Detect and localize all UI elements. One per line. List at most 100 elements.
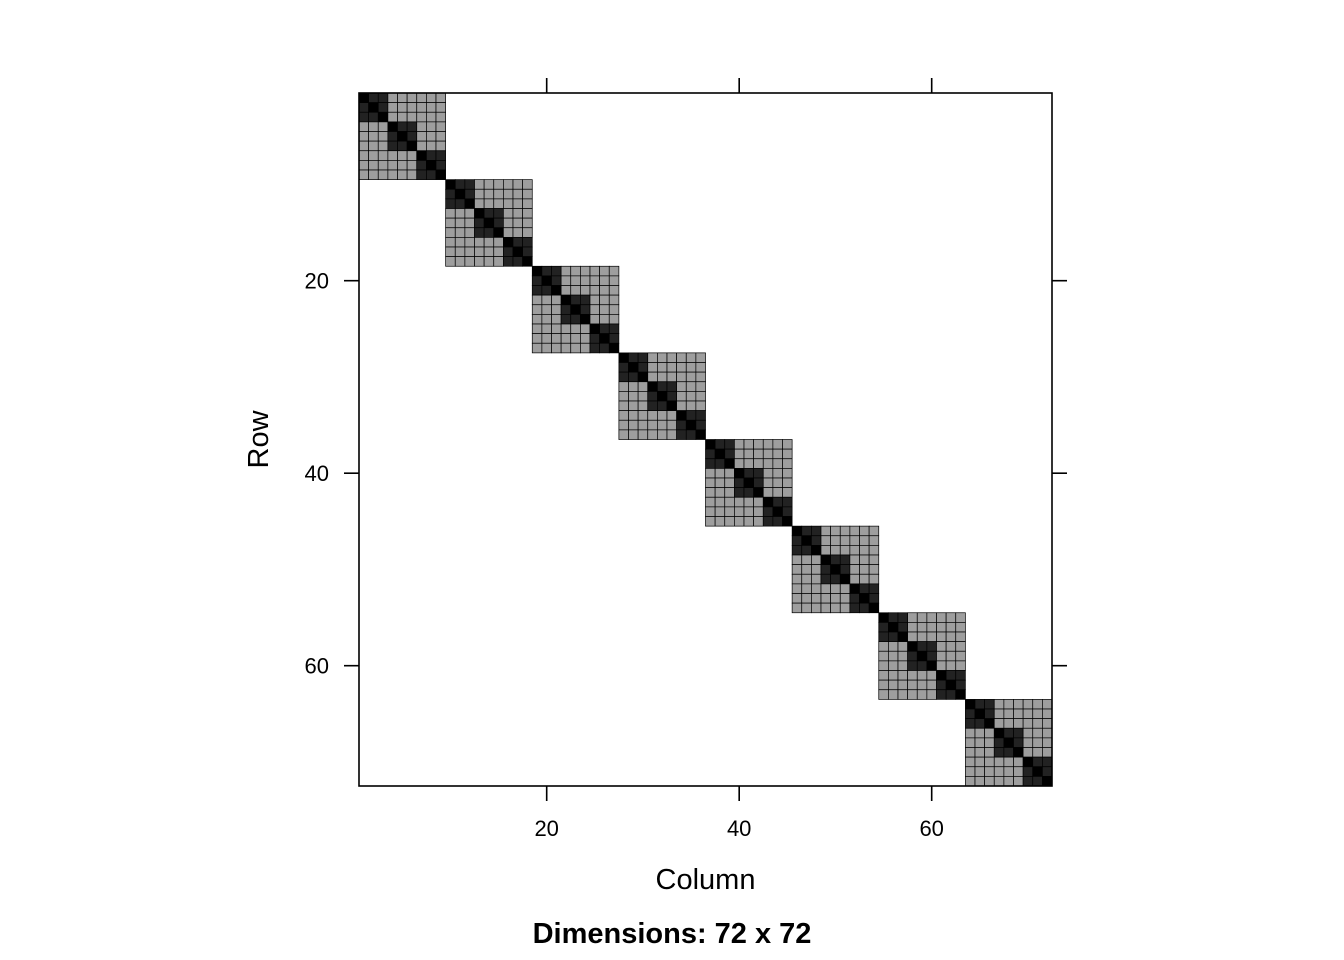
matrix-cell [791, 602, 803, 614]
matrix-cell [637, 381, 649, 392]
matrix-cell [426, 121, 437, 132]
matrix-cell [743, 516, 754, 527]
matrix-cell [1013, 718, 1024, 729]
matrix-cell [936, 660, 947, 671]
matrix-cell [512, 237, 523, 248]
matrix-cell [907, 622, 918, 633]
matrix-cell [1032, 737, 1043, 748]
matrix-cell [637, 371, 649, 383]
matrix-cell [974, 727, 985, 739]
matrix-cell [965, 776, 976, 787]
matrix-cell [685, 352, 697, 363]
matrix-cell [580, 265, 591, 277]
matrix-cell [695, 352, 706, 363]
matrix-cell [454, 188, 466, 200]
matrix-cell [368, 131, 379, 142]
matrix-cell [811, 564, 822, 575]
matrix-cell [888, 689, 899, 700]
matrix-cell [406, 140, 418, 152]
matrix-cell [589, 285, 600, 296]
matrix-cell [522, 217, 533, 229]
matrix-cell [974, 708, 985, 719]
matrix-cell [599, 333, 610, 344]
matrix-cell [531, 323, 543, 334]
matrix-cell [397, 131, 408, 142]
matrix-cell [705, 477, 716, 488]
matrix-cell [426, 131, 437, 142]
matrix-cell [406, 169, 418, 180]
matrix-cell [811, 583, 822, 594]
matrix-cell [666, 429, 677, 440]
matrix-cell [608, 323, 620, 334]
matrix-cell [791, 573, 803, 585]
matrix-cell [512, 217, 523, 229]
matrix-cell [743, 487, 754, 498]
matrix-cell [1003, 756, 1014, 768]
matrix-cell [868, 545, 880, 556]
matrix-cell [435, 102, 446, 113]
matrix-cell [637, 429, 649, 440]
matrix-cell [551, 333, 562, 344]
matrix-cell [955, 670, 966, 681]
matrix-cell [936, 641, 947, 652]
matrix-cell [782, 477, 793, 488]
matrix-cell [1042, 699, 1053, 710]
matrix-cell [685, 381, 697, 392]
matrix-cell [368, 160, 379, 171]
matrix-cell [618, 400, 629, 411]
matrix-cell [435, 140, 446, 152]
matrix-cell [868, 554, 880, 565]
x-tick-label: 40 [727, 816, 751, 841]
matrix-cell [762, 516, 774, 527]
matrix-cell [801, 525, 812, 537]
matrix-cell [705, 496, 716, 508]
matrix-cell [570, 285, 581, 296]
matrix-cell [859, 545, 870, 556]
matrix-cell [474, 217, 485, 229]
matrix-cell [878, 641, 889, 652]
matrix-cell [406, 160, 418, 171]
matrix-cell [551, 294, 562, 306]
matrix-cell [916, 689, 928, 700]
matrix-cell [714, 468, 726, 479]
matrix-cell [936, 670, 947, 681]
matrix-cell [416, 160, 427, 171]
matrix-cell [570, 314, 581, 325]
matrix-cell [916, 612, 928, 623]
matrix-cell [445, 198, 456, 209]
matrix-cell [945, 689, 957, 700]
matrix-cell [849, 554, 860, 565]
matrix-cell [608, 333, 620, 344]
matrix-cell [666, 400, 677, 411]
matrix-cell [878, 679, 889, 691]
matrix-cell [945, 660, 957, 671]
matrix-cell [734, 468, 745, 479]
matrix-cell [762, 439, 774, 450]
matrix-cell [830, 535, 841, 546]
matrix-cell [945, 612, 957, 623]
matrix-cell [782, 458, 793, 469]
matrix-cell [445, 227, 456, 238]
matrix-cell [541, 275, 552, 286]
matrix-cell [454, 208, 466, 219]
matrix-cell [1022, 699, 1034, 710]
matrix-cell [580, 294, 591, 306]
matrix-cell [724, 496, 735, 508]
matrix-cell [416, 169, 427, 180]
matrix-cell [811, 545, 822, 556]
matrix-cell [377, 169, 389, 180]
matrix-cell [888, 622, 899, 633]
matrix-cell [772, 516, 783, 527]
matrix-cell [820, 583, 831, 594]
matrix-cell [926, 612, 937, 623]
matrix-cell [714, 448, 726, 460]
matrix-cell [522, 179, 533, 190]
matrix-cell [859, 554, 870, 565]
matrix-cell [1042, 708, 1053, 719]
matrix-cell [426, 92, 437, 103]
matrix-cell [522, 208, 533, 219]
matrix-cell [358, 160, 369, 171]
matrix-cell [955, 650, 966, 662]
matrix-cell [560, 304, 572, 315]
matrix-cell [753, 487, 764, 498]
